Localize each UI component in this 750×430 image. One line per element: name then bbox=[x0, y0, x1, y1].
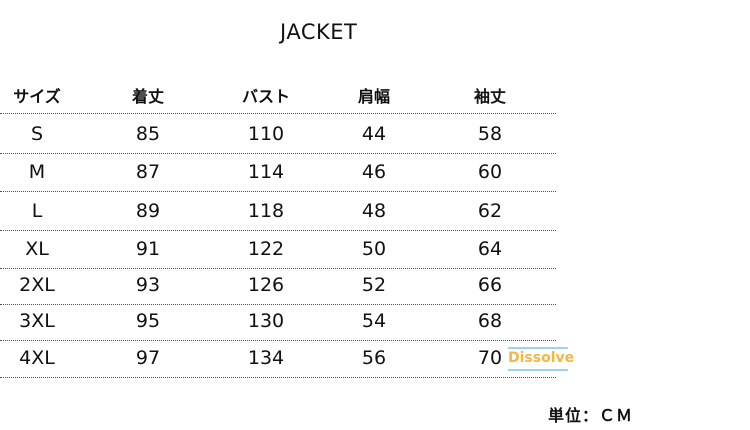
cell-shoulder: 52 bbox=[361, 274, 387, 296]
row-divider bbox=[0, 340, 556, 341]
cell-length: 87 bbox=[135, 161, 161, 183]
cell-length: 91 bbox=[135, 238, 161, 260]
table-row: 2XL 93 126 52 66 bbox=[0, 266, 556, 304]
header-bust: バスト bbox=[241, 87, 291, 106]
row-divider bbox=[0, 230, 556, 231]
table-row: L 89 118 48 62 bbox=[0, 192, 556, 230]
cell-size: M bbox=[28, 161, 46, 183]
cell-size: 3XL bbox=[19, 310, 55, 332]
cell-sleeve: 68 bbox=[477, 310, 503, 332]
cell-bust: 122 bbox=[247, 238, 285, 260]
header-length: 着丈 bbox=[131, 87, 165, 106]
row-divider bbox=[0, 153, 556, 154]
cell-bust: 130 bbox=[247, 310, 285, 332]
row-divider bbox=[0, 377, 556, 378]
cell-sleeve: 62 bbox=[477, 200, 503, 222]
cell-length: 95 bbox=[135, 310, 161, 332]
cell-size: 2XL bbox=[19, 274, 55, 296]
cell-length: 89 bbox=[135, 200, 161, 222]
cell-bust: 126 bbox=[247, 274, 285, 296]
cell-shoulder: 44 bbox=[361, 123, 387, 145]
cell-sleeve: 60 bbox=[477, 161, 503, 183]
header-shoulder: 肩幅 bbox=[357, 87, 391, 106]
table-row: M 87 114 46 60 bbox=[0, 153, 556, 191]
row-divider bbox=[0, 191, 556, 192]
cell-bust: 110 bbox=[247, 123, 285, 145]
table-row: XL 91 122 50 64 bbox=[0, 230, 556, 268]
cell-size: S bbox=[30, 123, 44, 145]
cell-sleeve: 64 bbox=[477, 238, 503, 260]
row-divider bbox=[0, 113, 556, 114]
cell-length: 93 bbox=[135, 274, 161, 296]
cell-bust: 114 bbox=[247, 161, 285, 183]
page-title: JACKET bbox=[280, 20, 358, 44]
cell-shoulder: 54 bbox=[361, 310, 387, 332]
watermark-logo: Dissolve bbox=[508, 347, 574, 371]
cell-size: 4XL bbox=[19, 347, 55, 369]
table-header: サイズ 着丈 バスト 肩幅 袖丈 bbox=[0, 73, 556, 111]
table-row: 4XL 97 134 56 70 bbox=[0, 339, 556, 377]
row-divider bbox=[0, 268, 556, 269]
cell-bust: 118 bbox=[247, 200, 285, 222]
cell-length: 97 bbox=[135, 347, 161, 369]
cell-bust: 134 bbox=[247, 347, 285, 369]
cell-shoulder: 50 bbox=[361, 238, 387, 260]
cell-shoulder: 48 bbox=[361, 200, 387, 222]
cell-sleeve: 58 bbox=[477, 123, 503, 145]
row-divider bbox=[0, 304, 556, 305]
cell-size: L bbox=[31, 200, 43, 222]
cell-size: XL bbox=[25, 238, 49, 260]
cell-shoulder: 56 bbox=[361, 347, 387, 369]
unit-label: 単位：ＣＭ bbox=[548, 406, 634, 425]
table-row: S 85 110 44 58 bbox=[0, 115, 556, 153]
cell-sleeve: 66 bbox=[477, 274, 503, 296]
header-size: サイズ bbox=[13, 87, 61, 106]
cell-shoulder: 46 bbox=[361, 161, 387, 183]
header-sleeve: 袖丈 bbox=[473, 87, 507, 106]
cell-length: 85 bbox=[135, 123, 161, 145]
table-row: 3XL 95 130 54 68 bbox=[0, 302, 556, 340]
cell-sleeve: 70 bbox=[477, 347, 503, 369]
